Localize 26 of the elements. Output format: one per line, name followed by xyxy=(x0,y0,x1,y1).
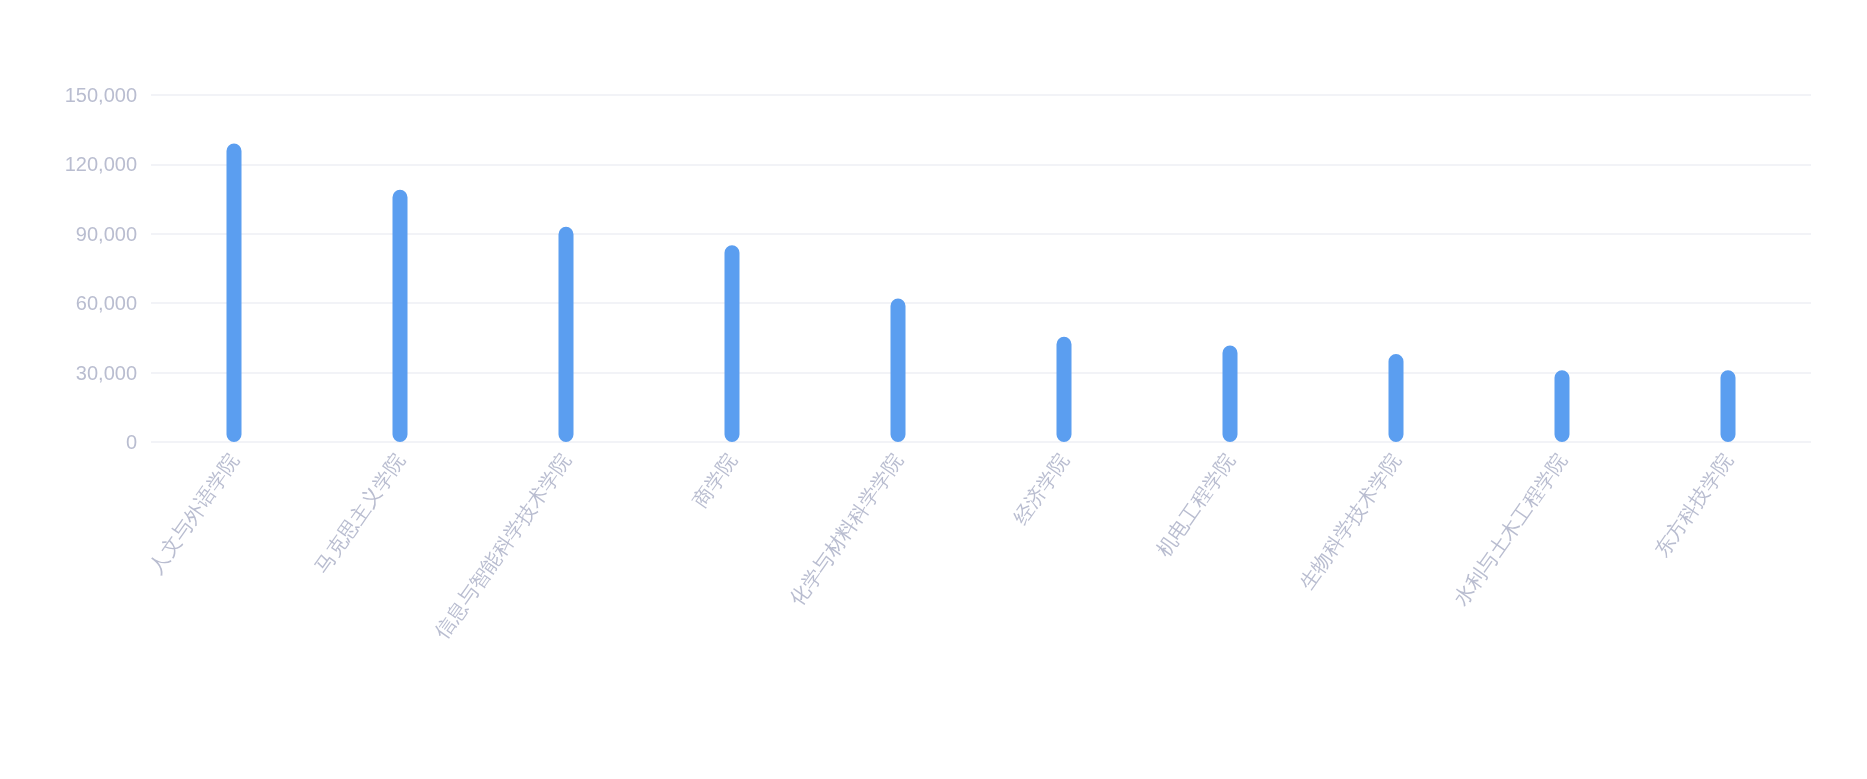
bar xyxy=(1056,336,1072,442)
x-tick-label: 东方科技学院 xyxy=(1650,449,1738,561)
x-tick-label: 商学院 xyxy=(688,449,742,512)
y-tick-label: 60,000 xyxy=(75,292,137,315)
y-tick-label: 150,000 xyxy=(64,84,137,106)
x-tick-label: 经济学院 xyxy=(1009,449,1074,528)
x-tick-label: 水利与土木工程学院 xyxy=(1449,449,1572,610)
bar xyxy=(1222,345,1238,442)
y-tick-label: 30,000 xyxy=(75,361,137,384)
bar xyxy=(558,226,574,442)
x-tick-label: 信息与智能科学技术学院 xyxy=(430,449,576,643)
x-tick-label: 马克思主义学院 xyxy=(310,449,410,577)
y-tick-label: 120,000 xyxy=(64,153,137,176)
bar xyxy=(890,298,906,442)
bar xyxy=(1388,354,1404,442)
bar xyxy=(1554,370,1570,442)
bar xyxy=(226,143,242,442)
x-tick-label: 化学与材料科学学院 xyxy=(785,449,908,610)
bar xyxy=(1720,370,1736,442)
bar xyxy=(724,245,740,442)
y-tick-label: 90,000 xyxy=(75,222,137,245)
x-tick-label: 生物科学技术学院 xyxy=(1295,449,1406,594)
x-tick-label: 机电工程学院 xyxy=(1152,449,1240,561)
x-tick-label: 人文与外语学院 xyxy=(144,449,244,577)
bar xyxy=(392,189,408,442)
y-tick-label: 0 xyxy=(125,431,137,453)
